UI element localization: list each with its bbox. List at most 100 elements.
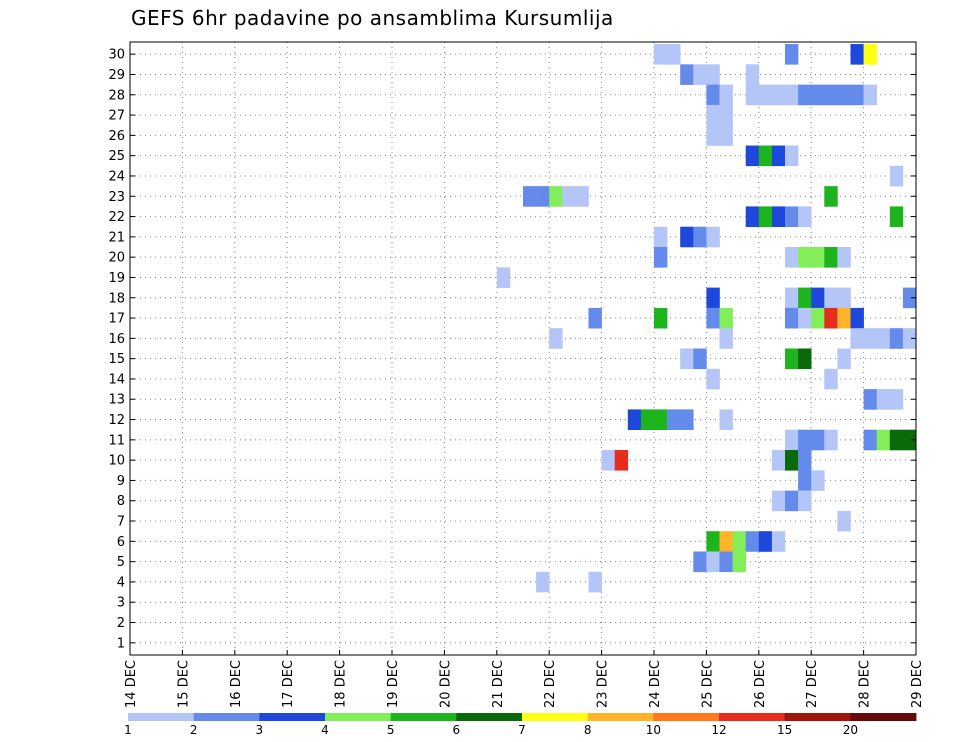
heatmap-cell <box>706 531 720 552</box>
x-tick-label: 18 DEC <box>334 660 349 708</box>
legend-label: 4 <box>321 723 329 737</box>
y-tick-label: 2 <box>117 616 125 631</box>
heatmap-cell <box>536 571 550 593</box>
heatmap-cell <box>850 328 864 349</box>
y-tick-label: 16 <box>108 332 125 347</box>
heatmap-cell <box>811 470 825 491</box>
heatmap-cell <box>732 551 746 573</box>
heatmap-cell <box>654 409 668 430</box>
heatmap-cell <box>798 287 812 309</box>
x-tick-label: 24 DEC <box>648 660 663 708</box>
heatmap-cell <box>798 348 812 370</box>
legend-label: 5 <box>387 723 395 737</box>
heatmap-cell <box>771 449 786 471</box>
y-tick-label: 23 <box>108 190 125 205</box>
y-tick-label: 25 <box>108 149 125 164</box>
heatmap-cell <box>811 307 825 329</box>
y-tick-label: 13 <box>108 393 125 408</box>
heatmap-cell <box>798 307 812 329</box>
heatmap-cell <box>811 429 825 451</box>
chart-title: GEFS 6hr padavine po ansamblima Kursumli… <box>131 6 614 30</box>
heatmap-cell <box>719 125 733 146</box>
y-tick-label: 8 <box>117 494 125 509</box>
heatmap-cell <box>667 409 681 430</box>
legend-label: 12 <box>711 723 726 737</box>
heatmap-cell <box>811 247 825 268</box>
heatmap-cell <box>706 84 720 106</box>
x-tick-label: 27 DEC <box>805 660 820 708</box>
heatmap-cell <box>824 307 838 329</box>
heatmap-cell <box>785 145 799 167</box>
heatmap-cell <box>824 287 838 309</box>
y-tick-label: 30 <box>108 48 125 63</box>
heatmap-cell <box>758 206 773 228</box>
x-tick-label: 28 DEC <box>858 660 873 708</box>
heatmap-cell <box>771 531 786 552</box>
heatmap-cell <box>785 247 799 268</box>
heatmap-cell <box>785 44 799 65</box>
y-tick-label: 14 <box>108 372 125 387</box>
heatmap-cell <box>758 145 773 167</box>
y-tick-label: 22 <box>108 210 125 225</box>
heatmap-cell <box>798 84 812 106</box>
heatmap-cell <box>640 409 655 430</box>
heatmap-cell <box>837 348 851 370</box>
heatmap-cell <box>706 64 720 85</box>
heatmap-cell <box>837 247 851 268</box>
legend-label: 1 <box>124 723 132 737</box>
y-tick-label: 3 <box>117 596 125 611</box>
x-tick-label: 15 DEC <box>176 660 191 708</box>
heatmap-cell <box>850 307 864 329</box>
heatmap-cell <box>837 307 851 329</box>
y-tick-label: 18 <box>108 291 125 306</box>
heatmap-cell <box>745 84 760 106</box>
legend-swatch <box>259 713 326 721</box>
heatmap-cell <box>693 226 707 248</box>
legend-swatch <box>850 713 917 721</box>
heatmap-cell <box>719 84 733 106</box>
x-tick-label: 25 DEC <box>700 660 715 708</box>
heatmap-cell <box>706 125 720 146</box>
heatmap-cell <box>798 449 812 471</box>
heatmap-cell <box>824 429 838 451</box>
y-tick-label: 28 <box>108 88 125 103</box>
heatmap-cell <box>706 226 720 248</box>
legend-label: 10 <box>646 723 661 737</box>
heatmap-cell <box>758 531 773 552</box>
heatmap-cell <box>785 84 799 106</box>
heatmap-cell <box>732 531 746 552</box>
y-tick-label: 27 <box>108 109 125 124</box>
y-tick-label: 5 <box>117 555 125 570</box>
heatmap-cell <box>785 348 799 370</box>
x-tick-label: 26 DEC <box>753 660 768 708</box>
heatmap-cell <box>889 389 904 410</box>
heatmap-cell <box>496 267 511 288</box>
heatmap-cell <box>785 287 799 309</box>
heatmap-cell <box>863 44 877 65</box>
heatmap-cell <box>798 429 812 451</box>
heatmap-cell <box>719 409 733 430</box>
y-tick-label: 12 <box>108 413 125 428</box>
legend-label: 8 <box>584 723 592 737</box>
legend-swatch <box>193 713 260 721</box>
legend-swatch <box>522 713 589 721</box>
heatmap-cell <box>614 449 629 471</box>
x-tick-label: 16 DEC <box>229 660 244 708</box>
heatmap-cell <box>811 84 825 106</box>
heatmap-cell <box>771 84 786 106</box>
legend-label: 15 <box>777 723 792 737</box>
x-tick-label: 14 DEC <box>124 660 139 708</box>
x-tick-label: 19 DEC <box>386 660 401 708</box>
heatmap-cell <box>680 64 694 85</box>
heatmap-cell <box>798 470 812 491</box>
y-tick-label: 26 <box>108 129 125 144</box>
heatmap-cell <box>889 328 904 349</box>
y-tick-label: 11 <box>108 433 125 448</box>
heatmap-cell <box>693 551 707 573</box>
heatmap-cell <box>680 348 694 370</box>
heatmap-cell <box>523 186 537 207</box>
heatmap-cell <box>902 429 917 451</box>
heatmap-cell <box>745 531 760 552</box>
heatmap-cell <box>654 44 668 65</box>
